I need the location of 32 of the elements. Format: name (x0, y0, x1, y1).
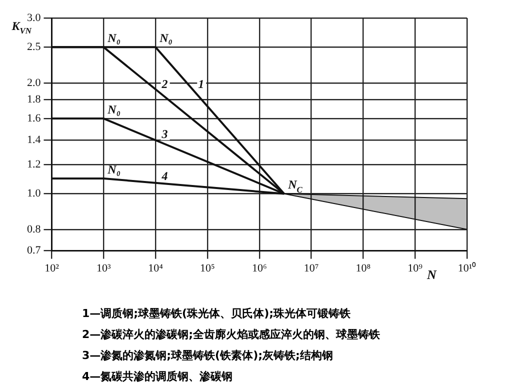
series-label: 3 (160, 127, 168, 142)
x-tick-label: 10² (44, 262, 60, 274)
text: 1—调质钢;球墨铸铁(珠光体、贝氏体);珠光体可锻铸铁 (82, 306, 351, 321)
y-tick-label: 2.5 (27, 41, 42, 54)
series-label: 1 (198, 77, 204, 92)
text: 3—渗氮的渗氮钢;球墨铸铁(铁素体);灰铸铁;结构钢 (82, 348, 333, 363)
y-tick-label: 1.4 (27, 134, 42, 146)
annotation: N₀ (106, 102, 121, 117)
x-tick-label: 10⁹ (408, 262, 423, 274)
x-tick-label: 10⁵ (200, 262, 216, 274)
y-tick-label: 1.0 (27, 188, 42, 200)
series-label: 2 (160, 77, 168, 92)
y-tick-label: 2.0 (27, 76, 42, 89)
y-tick-label: 1.2 (27, 158, 41, 170)
annotation: N₀ (106, 162, 121, 176)
y-tick-label: 0.8 (27, 223, 42, 236)
x-tick-label: 10¹⁰ (458, 261, 476, 274)
y-tick-label: 1.8 (27, 94, 42, 106)
x-tick-label: 10³ (96, 262, 112, 274)
y-tick-label: 1.6 (27, 112, 42, 124)
x-axis-title: N (426, 266, 437, 282)
y-tick-label: 0.7 (27, 244, 42, 257)
annotation: N₀ (158, 31, 172, 46)
x-tick-label: 10⁷ (304, 262, 319, 274)
series-label: 4 (160, 169, 168, 184)
text: 2—渗碳淬火的渗碳钢;全齿廓火焰或感应淬火的钢、球墨铸铁 (82, 327, 380, 342)
x-tick-label: 10⁸ (356, 262, 371, 274)
annotation: N₀ (106, 31, 121, 46)
text: 4—氮碳共渗的调质钢、渗碳钢 (82, 369, 233, 384)
x-tick-label: 10⁶ (252, 262, 267, 274)
x-tick-label: 10⁴ (148, 262, 164, 274)
y-tick-label: 3.0 (27, 12, 42, 24)
